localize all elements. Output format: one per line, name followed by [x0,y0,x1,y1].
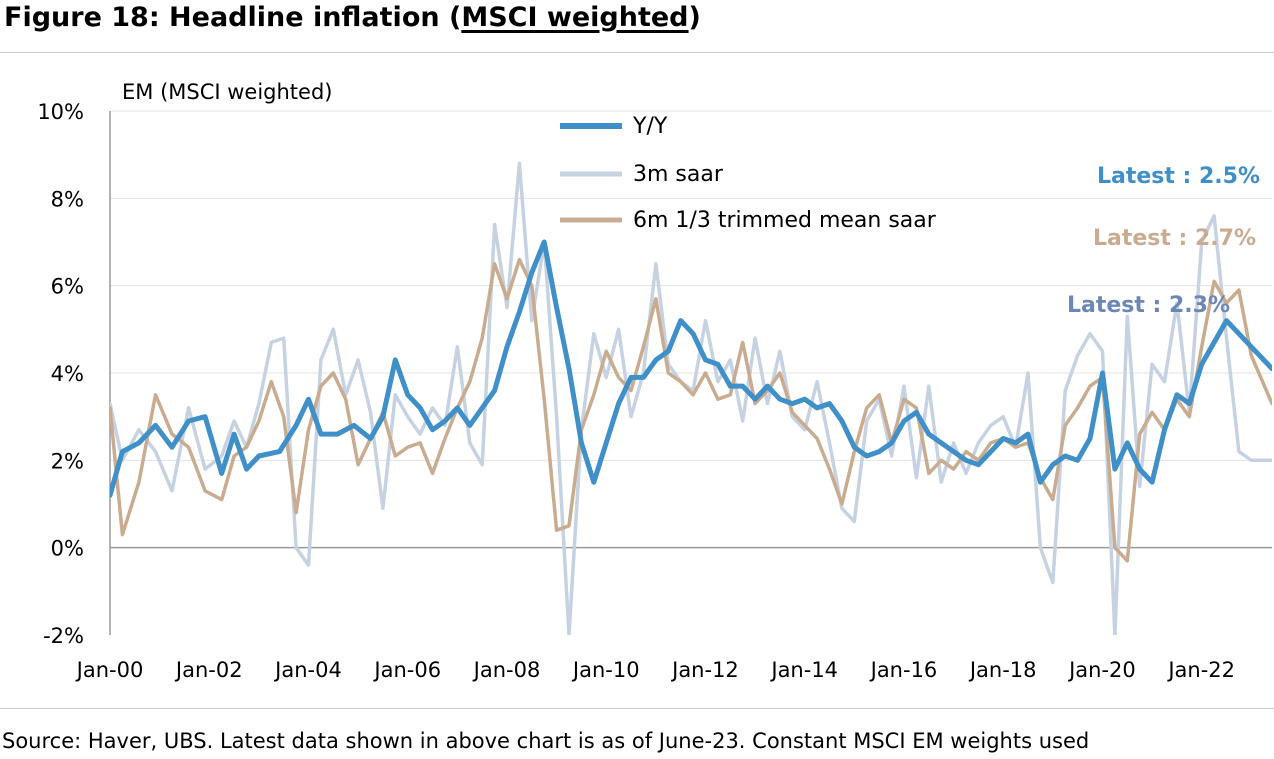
latest-label-6m-trimmed-mean: Latest : 2.7% [1093,226,1256,251]
x-tick-label: Jan-12 [670,658,739,682]
x-tick-label: Jan-02 [174,658,243,682]
legend-6m-trimmed-mean-label: 6m 1/3 trimmed mean saar [633,208,937,233]
chart-subtitle: EM (MSCI weighted) [122,80,332,104]
latest-label-3m-saar: Latest : 2.3% [1067,293,1230,318]
latest-label-yy: Latest : 2.5% [1097,164,1260,189]
series-line-yy [110,239,1272,498]
legend-3m-saar-label: 3m saar [633,162,724,187]
y-tick-label: 8% [51,187,84,211]
figure-title-suffix: ) [688,2,701,33]
y-tick-label: 4% [51,362,84,386]
x-tick-label: Jan-00 [75,658,144,682]
y-tick-label: 6% [51,275,84,299]
y-tick-label: -2% [43,624,84,648]
figure-title: Figure 18: Headline inflation (MSCI weig… [4,2,701,33]
series-line-3m-saar [110,161,1272,635]
legend-yy-label: Y/Y [632,114,668,139]
y-tick-label: 0% [51,537,84,561]
y-tick-label: 2% [51,449,84,473]
x-tick-label: Jan-04 [273,658,342,682]
source-note: Source: Haver, UBS. Latest data shown in… [2,729,1090,753]
figure-title-underlined: MSCI weighted [461,2,689,33]
x-tick-label: Jan-22 [1166,658,1235,682]
x-tick-label: Jan-20 [1067,658,1136,682]
top-divider [0,52,1274,53]
x-tick-label: Jan-10 [571,658,640,682]
x-tick-label: Jan-14 [769,658,838,682]
x-tick-label: Jan-16 [869,658,938,682]
bottom-divider [0,708,1274,709]
x-tick-label: Jan-08 [472,658,541,682]
x-tick-label: Jan-18 [968,658,1037,682]
y-tick-label: 10% [37,100,84,124]
figure-title-prefix: Figure 18: Headline inflation ( [4,2,462,33]
line-chart: -2% 0% 2% 4% 6% 8% 10% Jan-00 Jan-02 Jan-04 Jan-06… [37,80,1272,682]
series-line-6m-trimmed-mean [110,257,1272,563]
x-tick-label: Jan-06 [372,658,441,682]
